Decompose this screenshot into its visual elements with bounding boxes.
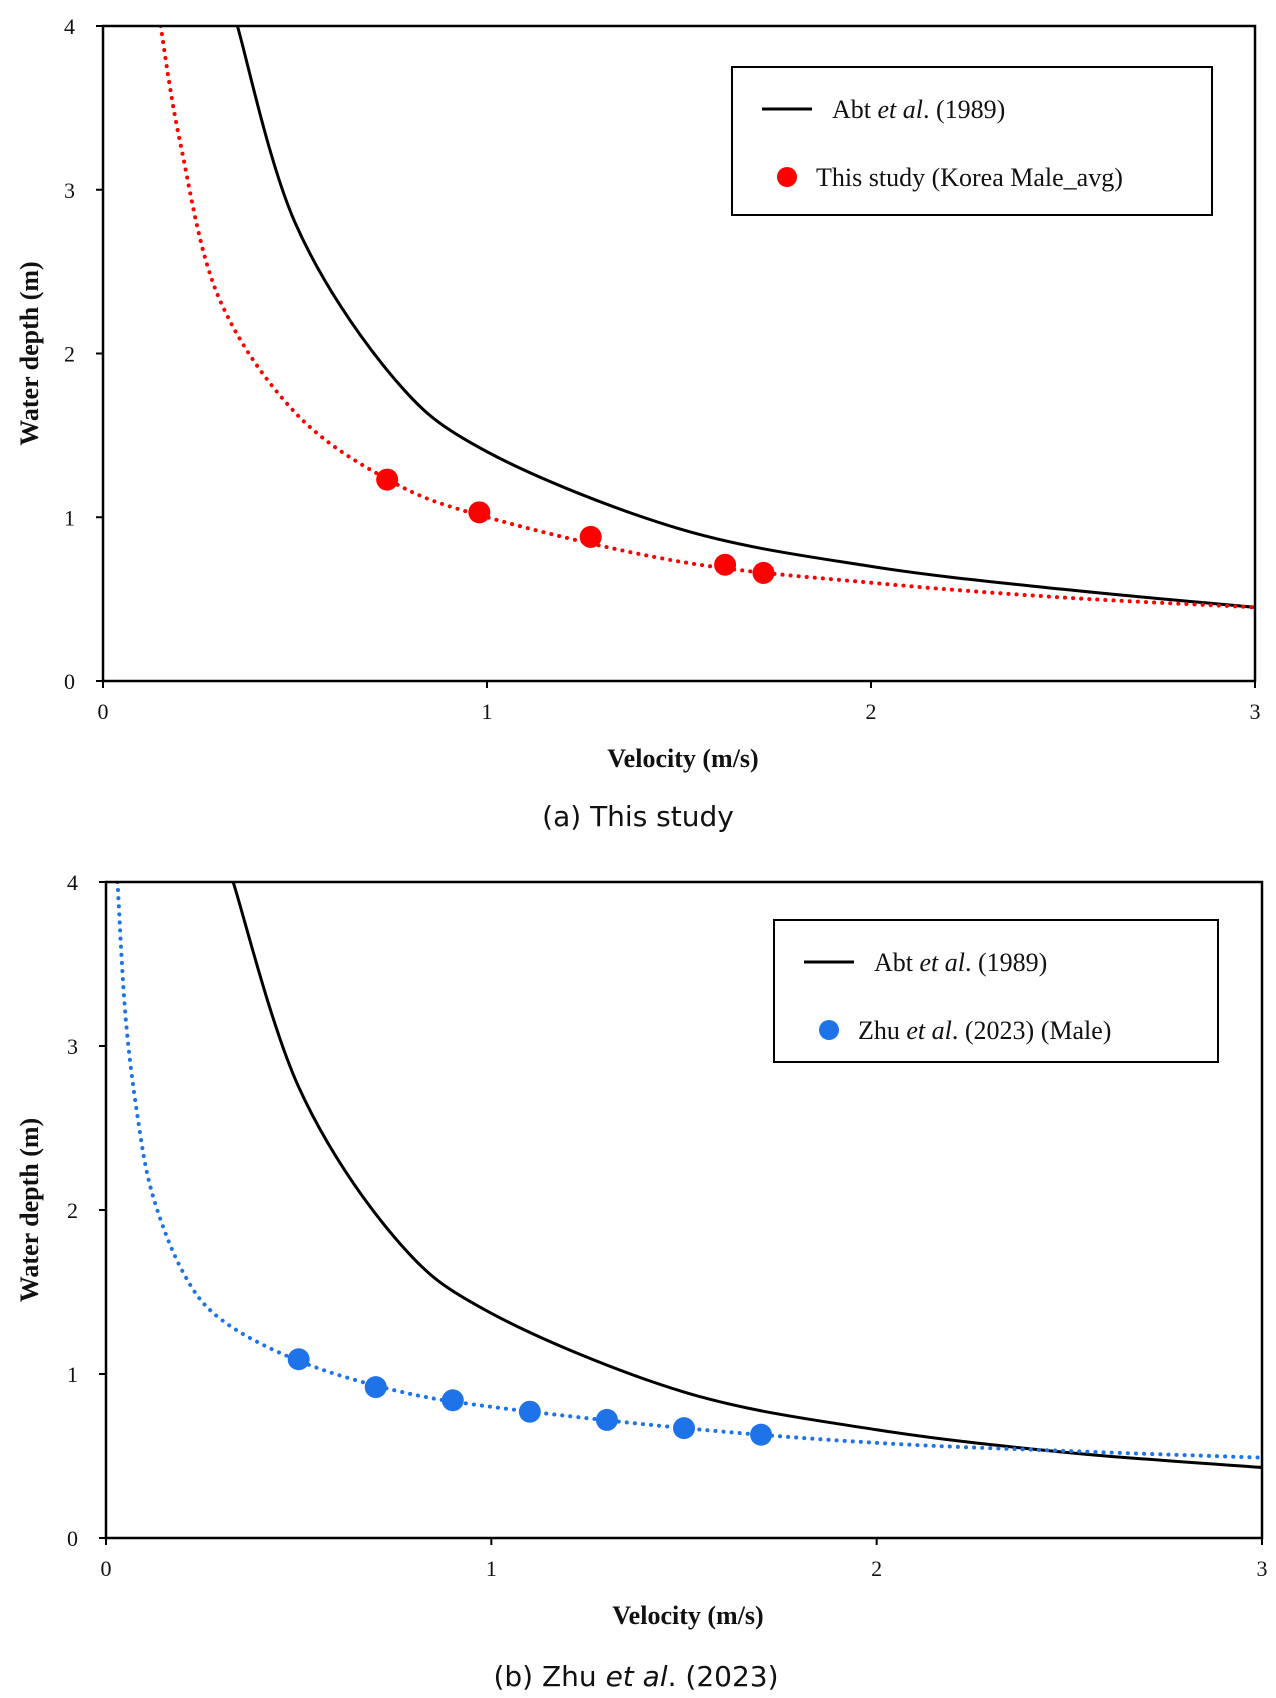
x-axis-title: Velocity (m/s) [607,744,758,773]
data-point [518,1400,541,1423]
data-point [441,1389,464,1412]
plot-series [115,882,1262,1469]
y-tick-label: 1 [64,505,75,530]
y-tick-label: 3 [67,1034,78,1059]
legend: Abt et al. (1989) This study (Korea Male_… [731,66,1213,216]
y-axis-title: Water depth (m) [15,1118,44,1302]
y-tick-label: 3 [64,178,75,203]
x-tick-label: 3 [1250,699,1261,724]
y-axis-title: Water depth (m) [15,261,44,445]
data-point [752,561,775,584]
y-tick-label: 4 [67,870,78,895]
x-tick-label: 0 [101,1556,112,1581]
x-tick-label: 2 [871,1556,882,1581]
legend-marker-swatch [819,1020,839,1040]
data-point [364,1376,387,1399]
legend: Abt et al. (1989) Zhu et al. (2023) (Male… [773,919,1219,1063]
curve-line [231,882,1262,1469]
data-point [673,1417,695,1440]
legend-marker-swatch [777,167,797,187]
figure-caption: (a) This study [542,800,734,833]
legend-entry-label: Zhu et al. (2023) (Male) [858,1016,1111,1045]
data-point [714,553,737,576]
y-tick-label: 2 [67,1198,78,1223]
x-tick-label: 3 [1257,1556,1268,1581]
x-tick-label: 2 [866,699,877,724]
data-point [595,1408,618,1431]
y-tick-label: 2 [64,342,75,367]
data-point [376,468,399,491]
y-tick-label: 4 [64,14,75,39]
legend-entry-label: Abt et al. (1989) [874,948,1047,977]
y-tick-label: 0 [67,1526,78,1551]
x-axis-title: Velocity (m/s) [612,1601,763,1630]
x-tick-label: 1 [486,1556,497,1581]
data-point [579,525,602,548]
x-tick-label: 0 [98,699,109,724]
figure-caption: (b) Zhu et al. (2023) [493,1660,778,1693]
data-point [287,1348,310,1371]
legend-entry-label: Abt et al. (1989) [832,95,1005,124]
data-point [750,1423,773,1446]
legend-box [731,66,1213,216]
data-point [468,501,491,524]
y-tick-label: 0 [64,669,75,694]
chart-panel-b: 0 1 2 3 0 1 2 3 4 Velocity (m/s) Water depth (m) Ab… [15,870,1268,1630]
legend-entry-label: This study (Korea Male_avg) [816,163,1123,192]
x-tick-label: 1 [482,699,493,724]
curve-line [235,26,1255,609]
legend-box [773,919,1219,1063]
y-tick-label: 1 [67,1362,78,1387]
plot-series [158,26,1255,610]
chart-panel-a: 0 1 2 3 0 1 2 3 4 Velocity (m/s) Water depth (m) Ab… [15,14,1261,773]
trendline [115,882,1262,1460]
